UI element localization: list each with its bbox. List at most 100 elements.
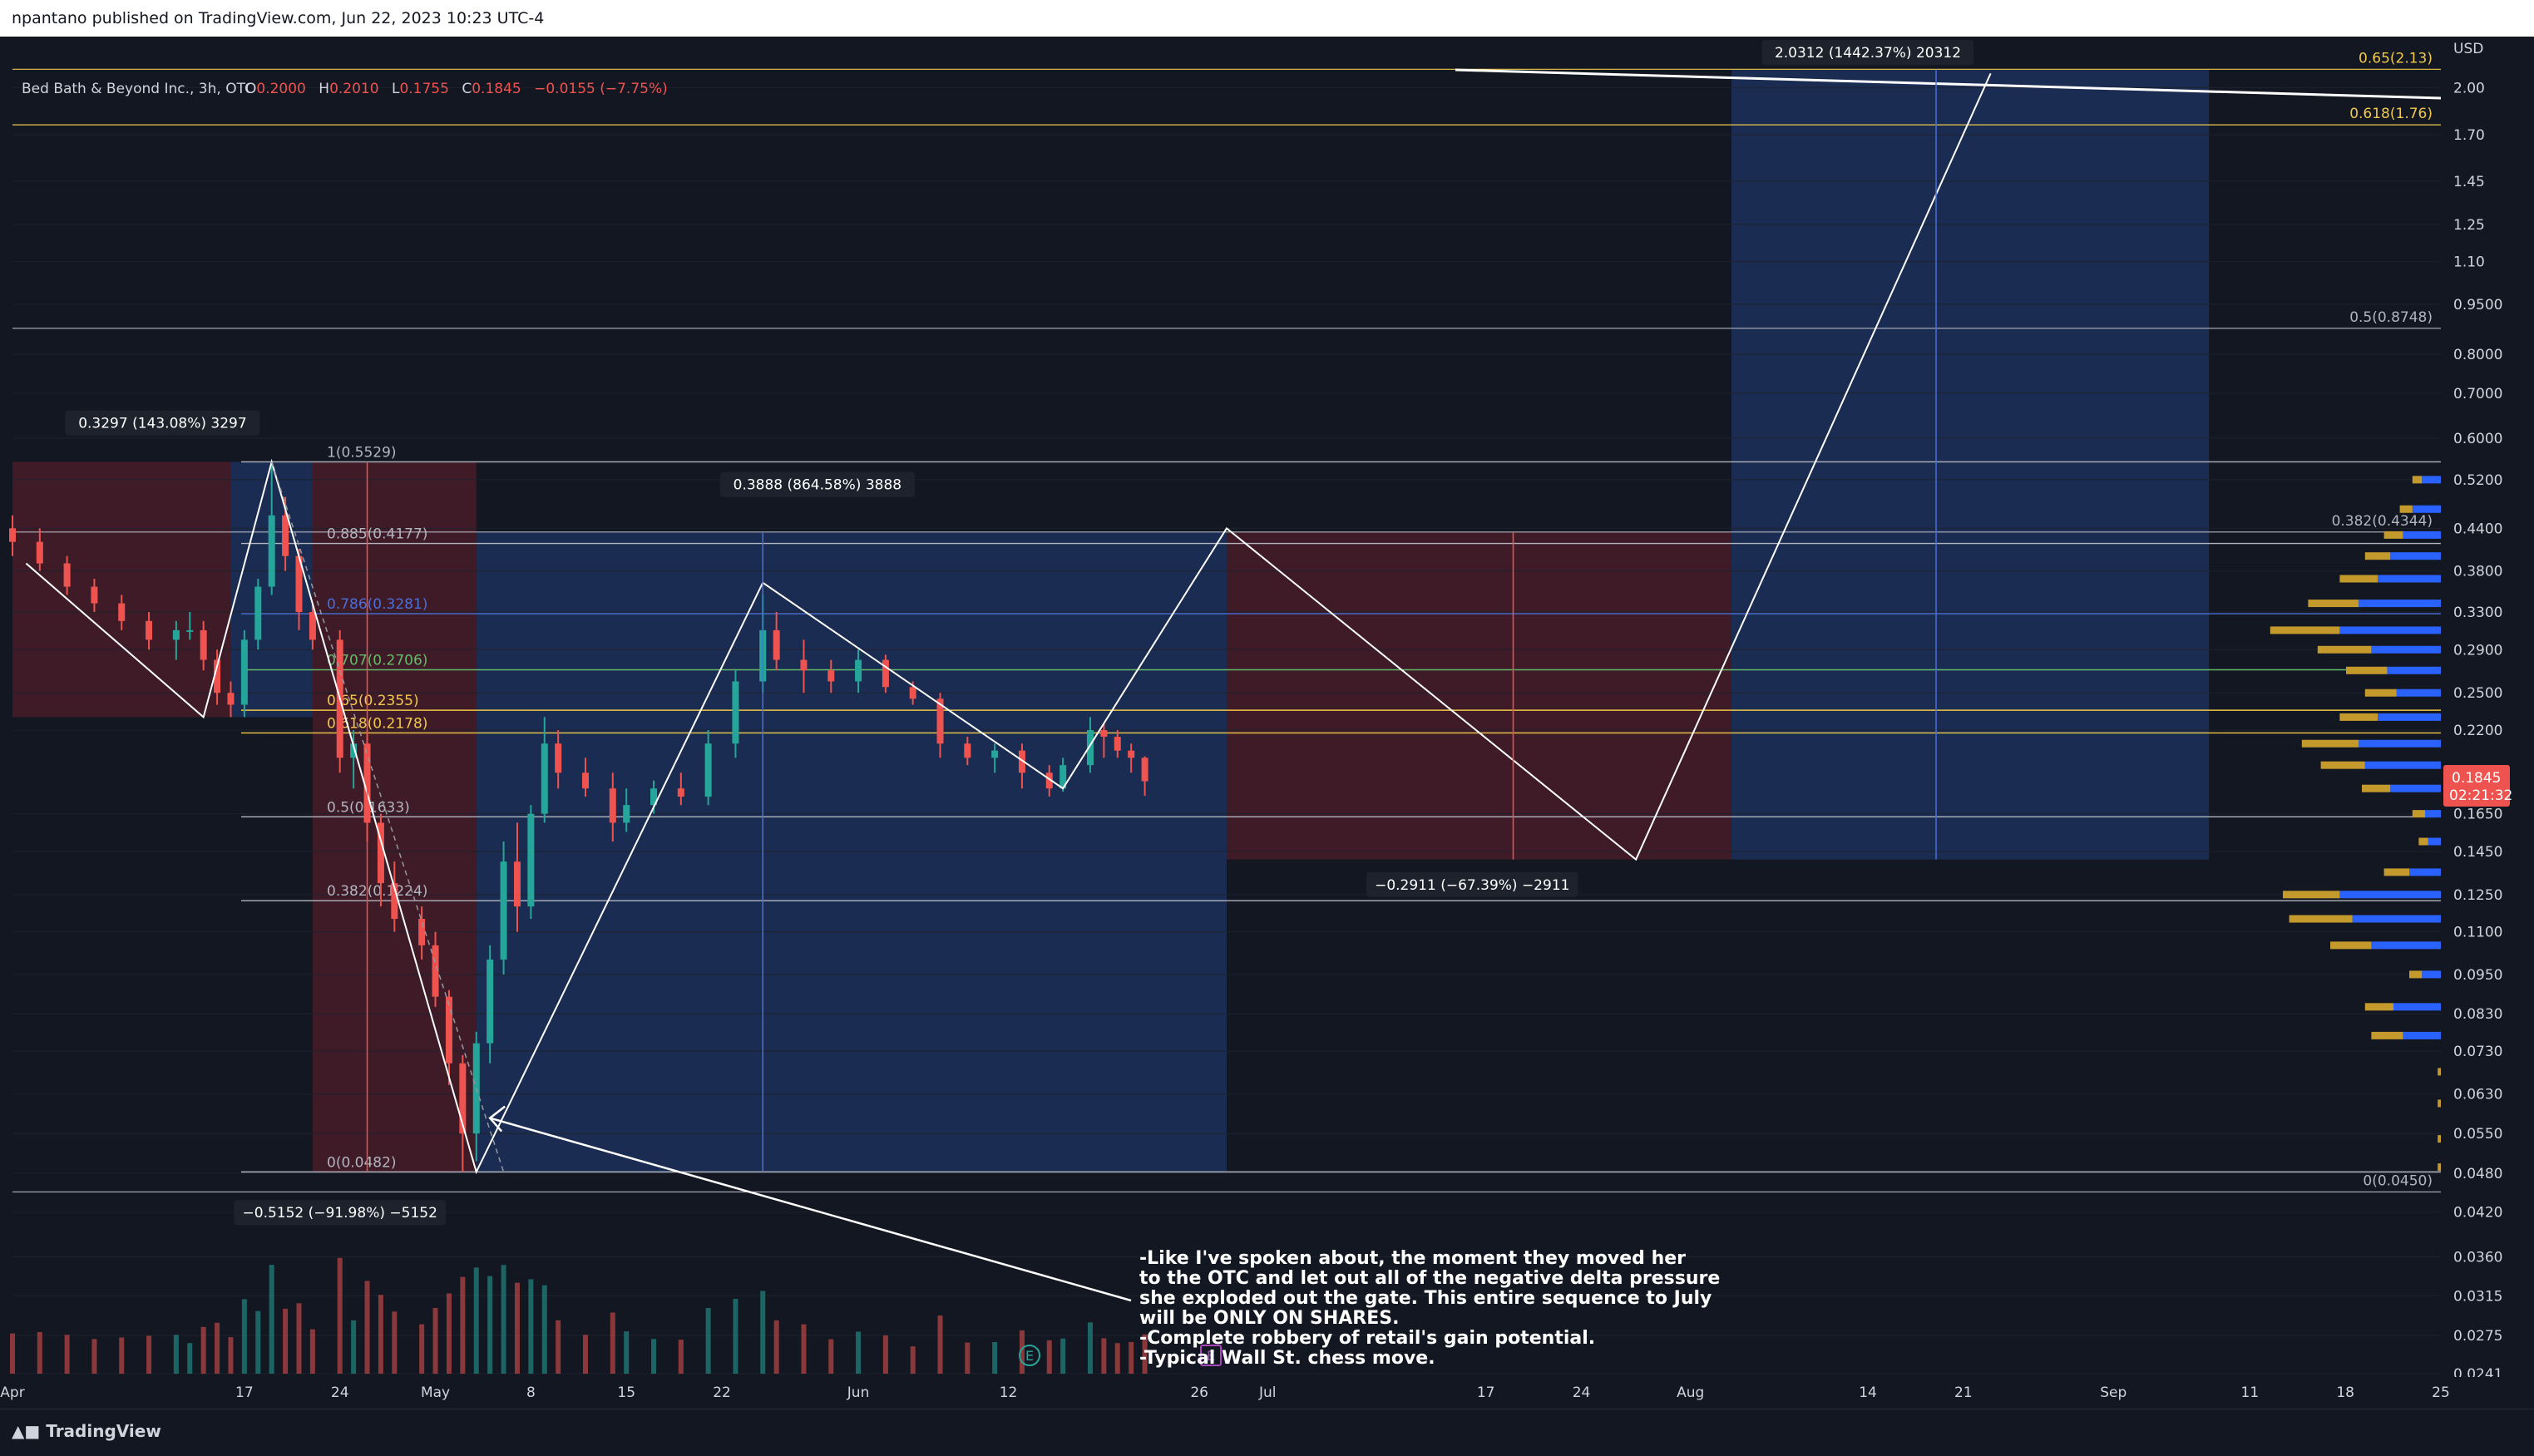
price-tick-label: 0.2200 — [2453, 723, 2502, 739]
vp-up-bar — [2270, 626, 2340, 634]
legend-l-label: L — [392, 81, 400, 97]
price-tick-label: 0.1450 — [2453, 844, 2502, 861]
volume-bar — [1114, 1343, 1120, 1374]
volume-bar — [514, 1282, 520, 1374]
candle-body — [36, 541, 43, 564]
legend-c-label: C — [462, 81, 472, 97]
time-tick-label: 26 — [1190, 1384, 1208, 1401]
price-tick-label: 0.2900 — [2453, 642, 2502, 659]
vp-up-bar — [2283, 891, 2340, 899]
vp-down-bar — [2422, 970, 2441, 979]
candle-body — [1018, 750, 1025, 773]
chart-area[interactable]: 1(0.5529) 0.885(0.4177) 0.786(0.3281) 0.707… — [0, 37, 2534, 1409]
vp-down-bar — [2412, 505, 2441, 513]
price-tick-label: 1.45 — [2453, 174, 2485, 190]
measure-label-bg — [234, 1200, 447, 1226]
price-tick-label: 0.0630 — [2453, 1087, 2502, 1103]
price-axis[interactable]: USD 2.00 1.70 1.45 1.25 1.10 0.9500 0.8000 0.700… — [2445, 37, 2534, 1409]
legend-h-value: 0.2010 — [329, 81, 378, 97]
price-tick-label: 0.0360 — [2453, 1250, 2502, 1266]
volume-bar — [528, 1279, 534, 1374]
candle-body — [650, 788, 658, 806]
price-tick-label: 2.00 — [2453, 80, 2485, 96]
price-tick-label: 0.9500 — [2453, 297, 2502, 313]
price-tick-label: 0.0275 — [2453, 1328, 2502, 1345]
candle-body — [800, 659, 808, 671]
vp-down-bar — [2387, 666, 2441, 674]
right-fib-label-2: 0.5(0.8748) — [2349, 309, 2433, 326]
volume-bar — [119, 1337, 125, 1374]
volume-bar — [965, 1342, 971, 1374]
volume-bar — [1142, 1334, 1148, 1374]
earnings-event-label: E — [1207, 1348, 1215, 1364]
right-fib-label-1: 0.618(1.76) — [2349, 106, 2433, 122]
price-tick-label: 1.70 — [2453, 127, 2485, 144]
trend-drawings[interactable] — [25, 68, 2442, 1302]
price-tick-label: 0.0315 — [2453, 1288, 2502, 1305]
volume-bar — [187, 1343, 193, 1374]
volume-bar — [64, 1335, 70, 1374]
top-trendline — [1455, 68, 2442, 100]
annotation-note[interactable]: -Like I've spoken about, the moment they… — [1139, 1248, 1720, 1369]
candle-body — [350, 743, 358, 758]
price-chart[interactable]: 1(0.5529) 0.885(0.4177) 0.786(0.3281) 0.707… — [0, 37, 2534, 1409]
zone-4 — [1227, 531, 1731, 860]
time-tick-label: Jul — [1258, 1384, 1277, 1401]
fib-label-0: 1(0.5529) — [327, 444, 397, 461]
vp-up-bar — [2364, 689, 2397, 697]
volume-bar — [487, 1276, 493, 1374]
fib-label-5: 0.618(0.2178) — [327, 715, 427, 732]
candle-body — [541, 743, 548, 814]
vp-up-bar — [2438, 1163, 2441, 1172]
time-tick-label: 21 — [1954, 1384, 1973, 1401]
candle-body — [1060, 765, 1067, 789]
vp-down-bar — [2422, 476, 2441, 484]
tradingview-brand: TradingView — [46, 1421, 161, 1441]
volume-bar — [215, 1322, 220, 1374]
vp-down-bar — [2371, 941, 2441, 950]
volume-bar — [419, 1324, 425, 1374]
volume-bar — [705, 1307, 711, 1374]
volume-bar — [1129, 1341, 1134, 1374]
fib-retracement[interactable]: 1(0.5529) 0.885(0.4177) 0.786(0.3281) 0.707… — [12, 50, 2441, 1193]
time-tick-label: 24 — [1573, 1384, 1591, 1401]
zone-5 — [1731, 69, 2210, 860]
vp-down-bar — [2396, 689, 2441, 697]
tradingview-logo[interactable]: ▲■ TradingView — [12, 1421, 161, 1441]
legend-symbol: Bed Bath & Beyond Inc., 3h, OTC — [22, 81, 254, 97]
legend-c-value: 0.1845 — [472, 81, 521, 97]
candle-body — [882, 659, 889, 688]
candle-body — [240, 639, 248, 705]
candle-body — [254, 586, 262, 640]
vp-up-bar — [2330, 941, 2372, 950]
volume-bar — [146, 1335, 152, 1374]
annotation-arrow — [489, 1117, 1132, 1302]
volume-bar — [296, 1303, 302, 1374]
candle-body — [282, 515, 289, 556]
candle-body — [623, 805, 630, 823]
candle-body — [1141, 758, 1148, 782]
legend-l-value: 0.1755 — [399, 81, 448, 97]
candle-body — [227, 693, 235, 705]
candle-body — [9, 528, 16, 542]
vp-down-bar — [2393, 1003, 2441, 1011]
legend-change: −0.0155 (−7.75%) — [534, 81, 668, 97]
last-price-tag: 0.1845 02:21:32 — [2443, 765, 2512, 807]
candle-body — [214, 659, 221, 693]
position-zones — [12, 69, 2210, 1172]
right-fib-label-3: 0.382(0.4344) — [2332, 513, 2433, 530]
vp-down-bar — [2428, 837, 2441, 846]
candle-body — [445, 996, 452, 1064]
axis-currency: USD — [2453, 41, 2483, 57]
price-tick-label: 0.1650 — [2453, 807, 2502, 823]
time-tick-label: Aug — [1677, 1384, 1704, 1401]
time-axis[interactable]: Apr 17 24 May 8 15 22 Jun 12 26 Jul 17 24 Aug 14 21 Sep 1… — [0, 1377, 2534, 1409]
measure-label: 0.3297 (143.08%) 3297 — [78, 416, 246, 432]
time-tick-label: 11 — [2241, 1384, 2260, 1401]
vp-down-bar — [2359, 600, 2441, 608]
candle-body — [1045, 772, 1053, 789]
candle-body — [63, 563, 71, 587]
annotation-line: she exploded out the gate. This entire s… — [1139, 1288, 1712, 1309]
volume-bar — [228, 1337, 234, 1374]
candle-body — [391, 883, 398, 920]
